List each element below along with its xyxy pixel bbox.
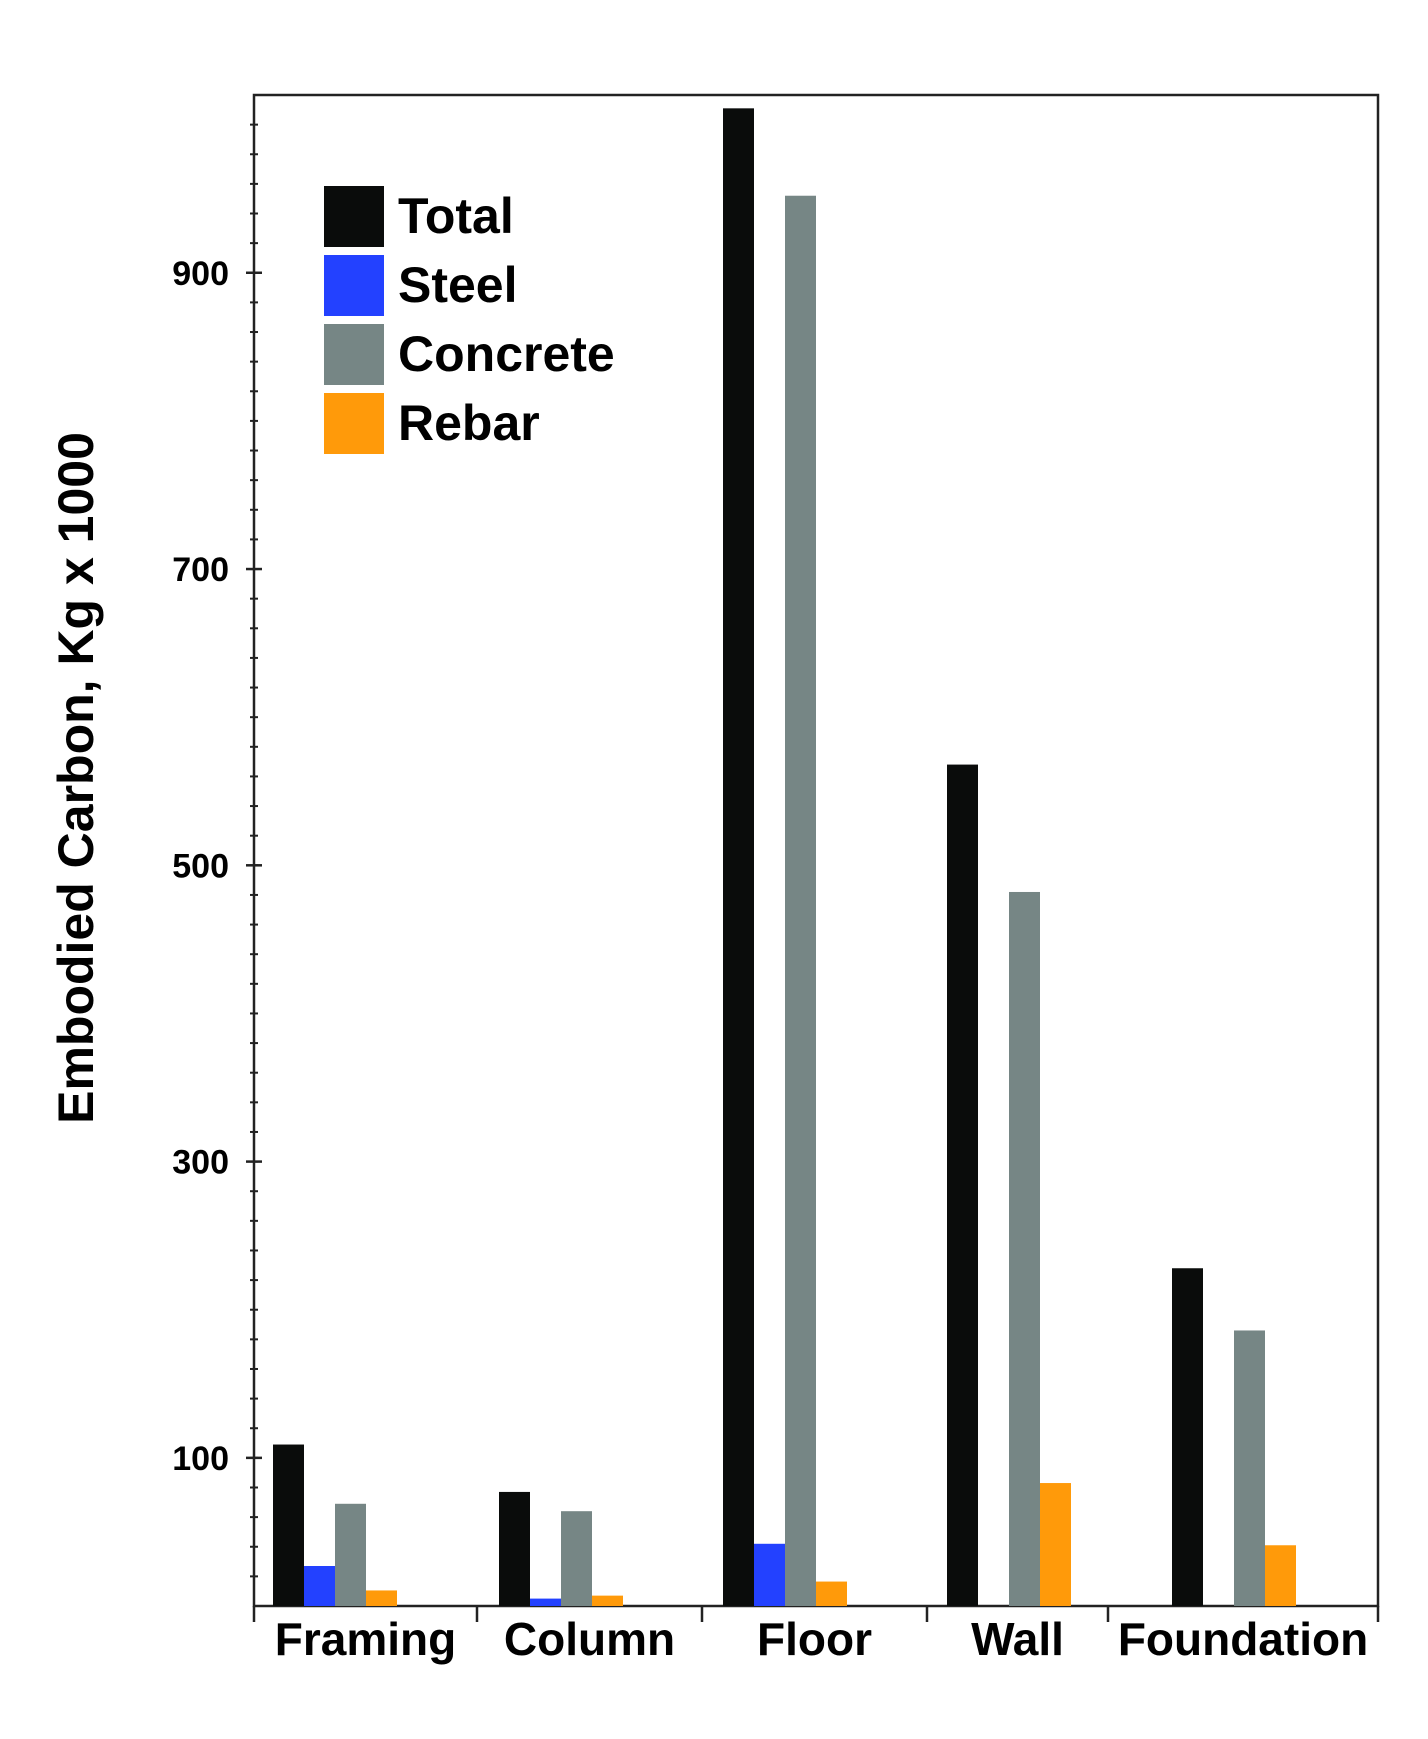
bar-framing-concrete <box>335 1503 366 1606</box>
legend-swatch-concrete <box>324 324 384 385</box>
x-tick-label: Wall <box>971 1613 1064 1665</box>
bar-column-rebar <box>592 1595 623 1606</box>
bar-foundation-total <box>1172 1268 1203 1606</box>
legend-swatch-total <box>324 186 384 247</box>
x-tick-label: Framing <box>275 1613 456 1665</box>
bar-floor-steel <box>754 1543 785 1606</box>
legend-swatch-rebar <box>324 393 384 454</box>
y-tick-label: 100 <box>172 1440 229 1478</box>
plot-area: 100 300 500 700 900 Framing Column Floor Wall Fou… <box>172 93 1380 1665</box>
bar-framing-rebar <box>366 1590 397 1606</box>
bar-column-concrete <box>561 1511 592 1606</box>
bar-wall-concrete <box>1009 891 1040 1606</box>
legend-label-concrete: Concrete <box>398 326 615 382</box>
bar-framing-steel <box>304 1566 335 1606</box>
y-tick-label: 900 <box>172 255 229 293</box>
legend-label-rebar: Rebar <box>398 395 540 451</box>
legend-label-total: Total <box>398 188 514 244</box>
bar-floor-concrete <box>785 195 816 1606</box>
y-tick-label: 700 <box>172 551 229 589</box>
legend-label-steel: Steel <box>398 257 518 313</box>
bar-column-total <box>499 1491 530 1606</box>
x-tick-label: Floor <box>757 1613 872 1665</box>
bar-floor-rebar <box>816 1581 847 1606</box>
y-axis-label: Embodied Carbon, Kg x 1000 <box>48 432 104 1124</box>
bar-framing-total <box>273 1444 304 1606</box>
x-tick-label: Column <box>504 1613 675 1665</box>
bar-foundation-rebar <box>1265 1545 1296 1606</box>
bar-floor-total <box>723 108 754 1606</box>
bar-wall-total <box>947 764 978 1606</box>
bar-wall-rebar <box>1040 1483 1071 1606</box>
legend-swatch-steel <box>324 255 384 316</box>
y-tick-label: 500 <box>172 847 229 885</box>
y-tick-label: 300 <box>172 1144 229 1182</box>
bar-foundation-concrete <box>1234 1330 1265 1606</box>
legend: Total Steel Concrete Rebar <box>324 186 615 454</box>
x-tick-label: Foundation <box>1118 1613 1368 1665</box>
bar-column-steel <box>530 1598 561 1606</box>
